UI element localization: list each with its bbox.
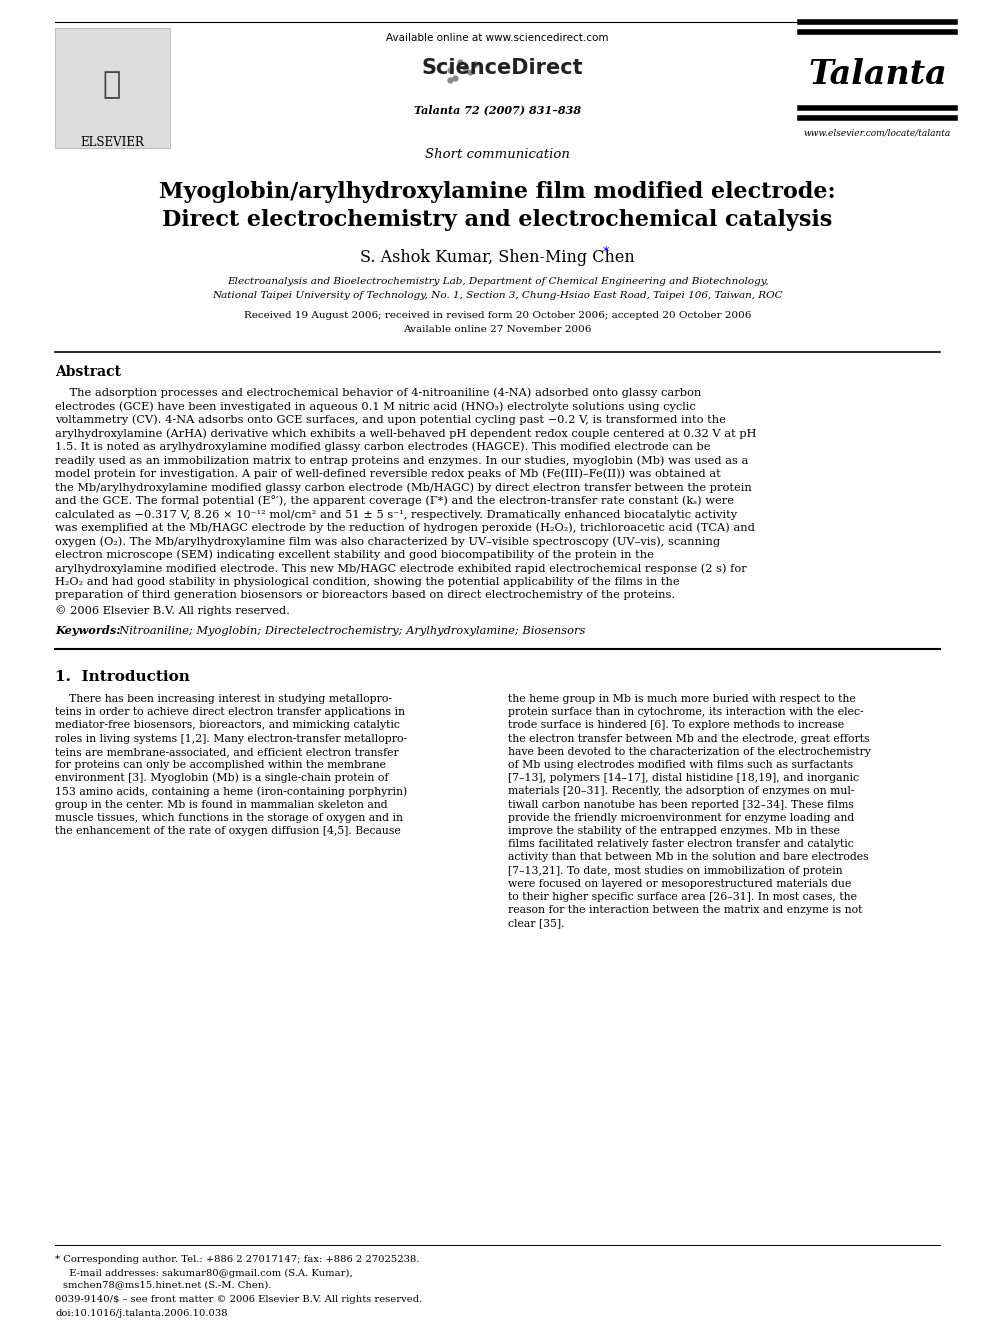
Text: group in the center. Mb is found in mammalian skeleton and: group in the center. Mb is found in mamm… — [55, 799, 388, 810]
Text: voltammetry (CV). 4-NA adsorbs onto GCE surfaces, and upon potential cycling pas: voltammetry (CV). 4-NA adsorbs onto GCE … — [55, 414, 726, 425]
Text: Keywords:: Keywords: — [55, 626, 120, 636]
Text: 153 amino acids, containing a heme (iron-containing porphyrin): 153 amino acids, containing a heme (iron… — [55, 786, 408, 796]
Text: smchen78@ms15.hinet.net (S.-M. Chen).: smchen78@ms15.hinet.net (S.-M. Chen). — [63, 1281, 272, 1290]
Text: to their higher specific surface area [26–31]. In most cases, the: to their higher specific surface area [2… — [508, 892, 856, 902]
Text: Nitroaniline; Myoglobin; Directelectrochemistry; Arylhydroxylamine; Biosensors: Nitroaniline; Myoglobin; Directelectroch… — [112, 626, 585, 636]
Text: 1.5. It is noted as arylhydroxylamine modified glassy carbon electrodes (HAGCE).: 1.5. It is noted as arylhydroxylamine mo… — [55, 442, 710, 452]
Text: Myoglobin/arylhydroxylamine film modified electrode:: Myoglobin/arylhydroxylamine film modifie… — [159, 181, 836, 202]
Text: There has been increasing interest in studying metallopro-: There has been increasing interest in st… — [55, 695, 392, 704]
Text: Available online at www.sciencedirect.com: Available online at www.sciencedirect.co… — [386, 33, 609, 44]
Text: reason for the interaction between the matrix and enzyme is not: reason for the interaction between the m… — [508, 905, 862, 916]
Text: have been devoted to the characterization of the electrochemistry: have been devoted to the characterizatio… — [508, 746, 870, 757]
Bar — [55, 28, 170, 148]
Text: the enhancement of the rate of oxygen diffusion [4,5]. Because: the enhancement of the rate of oxygen di… — [55, 826, 401, 836]
Text: muscle tissues, which functions in the storage of oxygen and in: muscle tissues, which functions in the s… — [55, 812, 403, 823]
Text: oxygen (O₂). The Mb/arylhydroxylamine film was also characterized by UV–visible : oxygen (O₂). The Mb/arylhydroxylamine fi… — [55, 536, 720, 546]
Text: readily used as an immobilization matrix to entrap proteins and enzymes. In our : readily used as an immobilization matrix… — [55, 455, 748, 466]
Text: Received 19 August 2006; received in revised form 20 October 2006; accepted 20 O: Received 19 August 2006; received in rev… — [244, 311, 751, 320]
Text: mediator-free biosensors, bioreactors, and mimicking catalytic: mediator-free biosensors, bioreactors, a… — [55, 721, 400, 730]
Text: * Corresponding author. Tel.: +886 2 27017147; fax: +886 2 27025238.: * Corresponding author. Tel.: +886 2 270… — [55, 1256, 420, 1265]
Text: electron microscope (SEM) indicating excellent stability and good biocompatibili: electron microscope (SEM) indicating exc… — [55, 550, 654, 560]
Text: ScienceDirect: ScienceDirect — [422, 58, 583, 78]
Text: clear [35].: clear [35]. — [508, 918, 564, 929]
Text: calculated as −0.317 V, 8.26 × 10⁻¹² mol/cm² and 51 ± 5 s⁻¹, respectively. Drama: calculated as −0.317 V, 8.26 × 10⁻¹² mol… — [55, 509, 737, 520]
Text: Electroanalysis and Bioelectrochemistry Lab, Department of Chemical Engineering : Electroanalysis and Bioelectrochemistry … — [227, 278, 768, 287]
Text: for proteins can only be accomplished within the membrane: for proteins can only be accomplished wi… — [55, 759, 386, 770]
Text: model protein for investigation. A pair of well-defined reversible redox peaks o: model protein for investigation. A pair … — [55, 468, 721, 479]
Text: www.elsevier.com/locate/talanta: www.elsevier.com/locate/talanta — [804, 128, 951, 138]
Text: 1.  Introduction: 1. Introduction — [55, 669, 189, 684]
Text: [7–13,21]. To date, most studies on immobilization of protein: [7–13,21]. To date, most studies on immo… — [508, 865, 842, 876]
Text: © 2006 Elsevier B.V. All rights reserved.: © 2006 Elsevier B.V. All rights reserved… — [55, 606, 290, 617]
Text: 0039-9140/$ – see front matter © 2006 Elsevier B.V. All rights reserved.: 0039-9140/$ – see front matter © 2006 El… — [55, 1295, 423, 1304]
Text: 🌲: 🌲 — [103, 70, 121, 99]
Text: electrodes (GCE) have been investigated in aqueous 0.1 M nitric acid (HNO₃) elec: electrodes (GCE) have been investigated … — [55, 401, 695, 411]
Text: arylhydroxylamine modified electrode. This new Mb/HAGC electrode exhibited rapid: arylhydroxylamine modified electrode. Th… — [55, 564, 747, 574]
Text: environment [3]. Myoglobin (Mb) is a single-chain protein of: environment [3]. Myoglobin (Mb) is a sin… — [55, 773, 389, 783]
Text: S. Ashok Kumar, Shen-Ming Chen: S. Ashok Kumar, Shen-Ming Chen — [360, 250, 635, 266]
Text: *: * — [602, 246, 609, 259]
Text: teins in order to achieve direct electron transfer applications in: teins in order to achieve direct electro… — [55, 708, 405, 717]
Text: the electron transfer between Mb and the electrode, great efforts: the electron transfer between Mb and the… — [508, 733, 869, 744]
Text: preparation of third generation biosensors or bioreactors based on direct electr: preparation of third generation biosenso… — [55, 590, 676, 601]
Text: National Taipei University of Technology, No. 1, Section 3, Chung-Hsiao East Roa: National Taipei University of Technology… — [212, 291, 783, 300]
Text: activity than that between Mb in the solution and bare electrodes: activity than that between Mb in the sol… — [508, 852, 868, 863]
Text: [7–13], polymers [14–17], distal histidine [18,19], and inorganic: [7–13], polymers [14–17], distal histidi… — [508, 773, 858, 783]
Text: films facilitated relatively faster electron transfer and catalytic: films facilitated relatively faster elec… — [508, 839, 853, 849]
Text: The adsorption processes and electrochemical behavior of 4-nitroaniline (4-NA) a: The adsorption processes and electrochem… — [55, 388, 701, 398]
Text: Abstract: Abstract — [55, 365, 121, 378]
Text: Talanta: Talanta — [808, 58, 947, 91]
Text: Direct electrochemistry and electrochemical catalysis: Direct electrochemistry and electrochemi… — [163, 209, 832, 232]
Text: the Mb/arylhydroxylamine modified glassy carbon electrode (Mb/HAGC) by direct el: the Mb/arylhydroxylamine modified glassy… — [55, 482, 752, 492]
Text: arylhydroxylamine (ArHA) derivative which exhibits a well-behaved pH dependent r: arylhydroxylamine (ArHA) derivative whic… — [55, 429, 757, 439]
Text: Short communication: Short communication — [425, 148, 570, 161]
Text: H₂O₂ and had good stability in physiological condition, showing the potential ap: H₂O₂ and had good stability in physiolog… — [55, 577, 680, 587]
Text: trode surface is hindered [6]. To explore methods to increase: trode surface is hindered [6]. To explor… — [508, 721, 843, 730]
Text: Talanta 72 (2007) 831–838: Talanta 72 (2007) 831–838 — [414, 105, 581, 115]
Text: and the GCE. The formal potential (E°′), the apparent coverage (Γ*) and the elec: and the GCE. The formal potential (E°′),… — [55, 496, 734, 507]
Text: ELSEVIER: ELSEVIER — [80, 136, 144, 149]
Text: of Mb using electrodes modified with films such as surfactants: of Mb using electrodes modified with fil… — [508, 759, 853, 770]
Text: Available online 27 November 2006: Available online 27 November 2006 — [404, 325, 591, 335]
Text: roles in living systems [1,2]. Many electron-transfer metallopro-: roles in living systems [1,2]. Many elec… — [55, 733, 407, 744]
Text: doi:10.1016/j.talanta.2006.10.038: doi:10.1016/j.talanta.2006.10.038 — [55, 1308, 227, 1318]
Text: was exemplified at the Mb/HAGC electrode by the reduction of hydrogen peroxide (: was exemplified at the Mb/HAGC electrode… — [55, 523, 755, 533]
Text: materials [20–31]. Recently, the adsorption of enzymes on mul-: materials [20–31]. Recently, the adsorpt… — [508, 786, 854, 796]
Text: the heme group in Mb is much more buried with respect to the: the heme group in Mb is much more buried… — [508, 695, 855, 704]
Text: E-mail addresses: sakumar80@gmail.com (S.A. Kumar),: E-mail addresses: sakumar80@gmail.com (S… — [63, 1269, 353, 1278]
Text: improve the stability of the entrapped enzymes. Mb in these: improve the stability of the entrapped e… — [508, 826, 839, 836]
Text: protein surface than in cytochrome, its interaction with the elec-: protein surface than in cytochrome, its … — [508, 708, 863, 717]
Text: tiwall carbon nanotube has been reported [32–34]. These films: tiwall carbon nanotube has been reported… — [508, 799, 853, 810]
Text: were focused on layered or mesoporestructured materials due: were focused on layered or mesoporestruc… — [508, 878, 851, 889]
Text: teins are membrane-associated, and efficient electron transfer: teins are membrane-associated, and effic… — [55, 746, 399, 757]
Text: provide the friendly microenvironment for enzyme loading and: provide the friendly microenvironment fo… — [508, 812, 854, 823]
